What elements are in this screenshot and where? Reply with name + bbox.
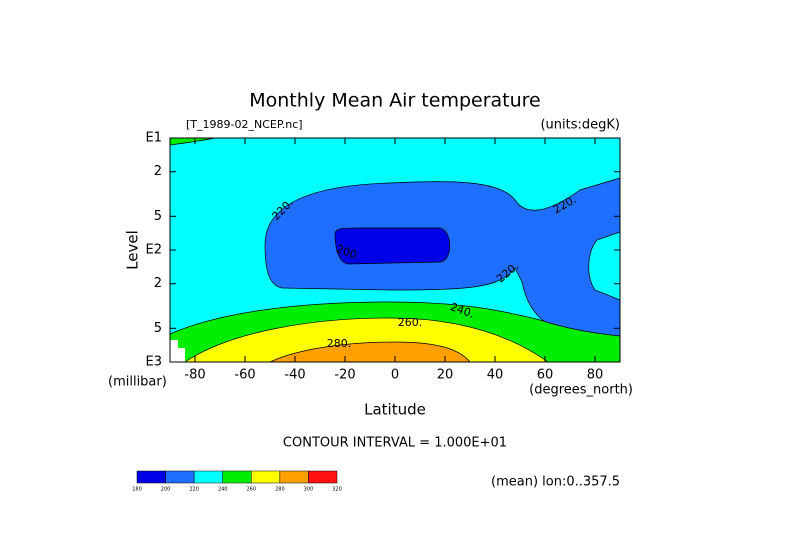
- contour-region: [269, 341, 471, 363]
- contour-label: 260.: [398, 316, 423, 329]
- subtitle: [T_1989-02_NCEP.nc]: [186, 118, 303, 131]
- y-tick-label: 2: [154, 164, 162, 179]
- contour-region: [334, 227, 451, 265]
- colorbar-label: 220: [189, 487, 199, 493]
- colorbar-label: 200: [161, 487, 171, 493]
- colorbar-swatch: [279, 470, 309, 484]
- x-tick-label: 20: [437, 368, 454, 383]
- colorbar-label: 260: [247, 487, 257, 493]
- y-tick-label: 2: [154, 276, 162, 291]
- x-tick-label: 60: [537, 368, 554, 383]
- y-tick-label: 5: [154, 209, 162, 224]
- x-tick-label: -80: [184, 368, 205, 383]
- units: (units:degK): [540, 118, 620, 133]
- colorbar-swatch: [251, 470, 281, 484]
- y-tick-label: E3: [146, 355, 163, 370]
- colorbar-swatch: [193, 470, 223, 484]
- colorbar-swatch: [136, 470, 166, 484]
- colorbar-swatch: [308, 470, 338, 484]
- contour-region: [588, 231, 621, 301]
- x-units: (degrees_north): [529, 383, 633, 398]
- x-tick-label: -40: [284, 368, 305, 383]
- y-tick-label: 5: [154, 321, 162, 336]
- x-tick-label: 40: [487, 368, 504, 383]
- x-tick-label: -20: [334, 368, 355, 383]
- contour-region: [183, 317, 550, 363]
- colorbar-label: 280: [275, 487, 285, 493]
- y-tick-label: E2: [146, 243, 163, 258]
- missing-region: [170, 340, 185, 362]
- x-tick-label: 0: [391, 368, 399, 383]
- colorbar-label: 320: [332, 487, 342, 493]
- colorbar-label: 240: [218, 487, 228, 493]
- y-units: (millibar): [108, 375, 167, 390]
- colorbar-label: 300: [304, 487, 314, 493]
- y-axis-label: Level: [124, 230, 142, 270]
- x-tick-label: -60: [234, 368, 255, 383]
- chart-title: Monthly Mean Air temperature: [249, 90, 540, 112]
- x-tick-label: 80: [587, 368, 604, 383]
- note: (mean) lon:0..357.5: [491, 475, 620, 490]
- footer: CONTOUR INTERVAL = 1.000E+01: [283, 436, 507, 451]
- colorbar-label: 180: [132, 487, 142, 493]
- contour-label: 280.: [327, 337, 352, 350]
- x-axis-label: Latitude: [364, 401, 426, 419]
- colorbar-swatch: [165, 470, 195, 484]
- y-tick-label: E1: [146, 131, 163, 146]
- colorbar-swatch: [222, 470, 252, 484]
